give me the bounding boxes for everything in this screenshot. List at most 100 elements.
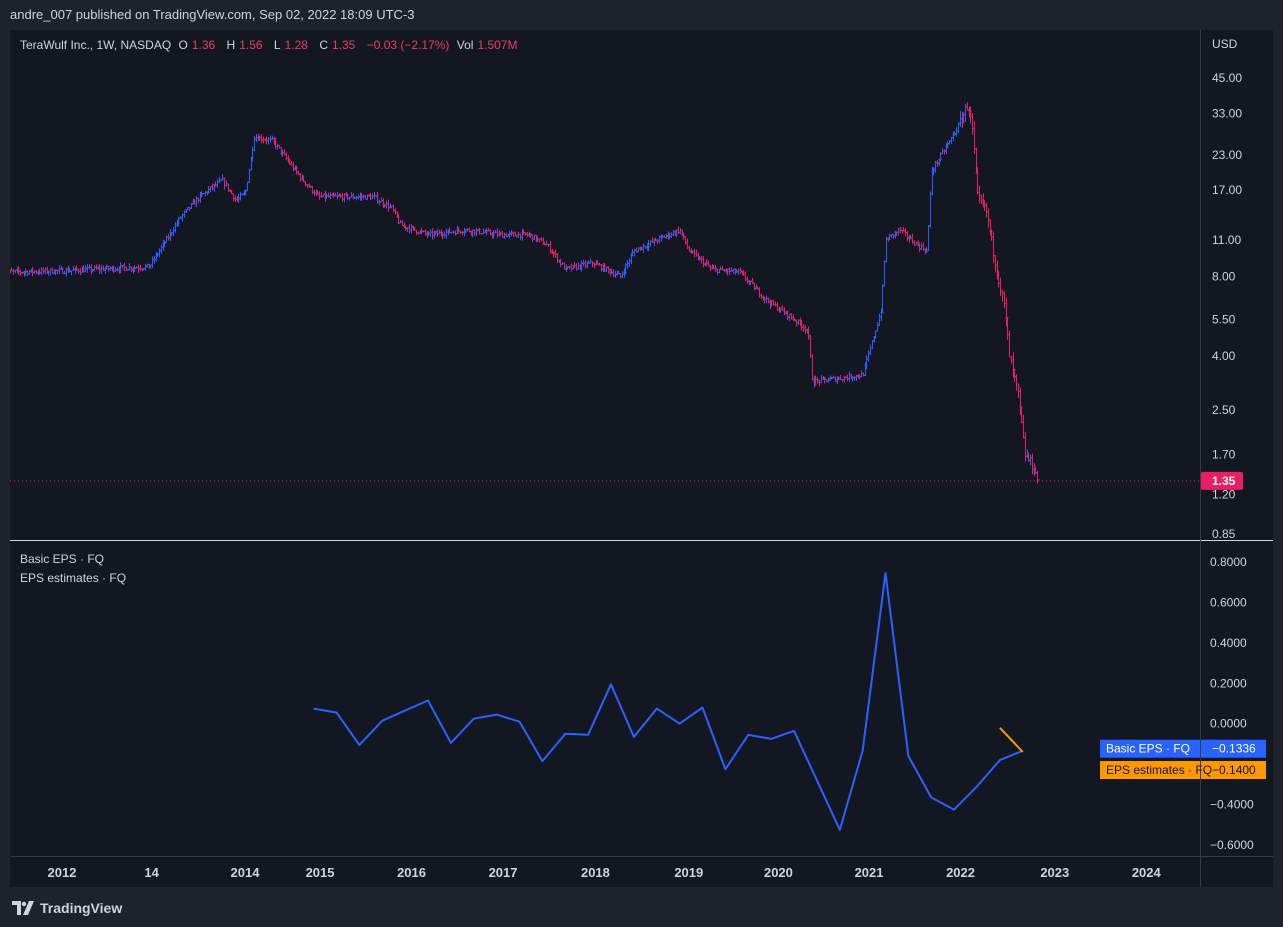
basic-eps-point[interactable] (678, 722, 682, 726)
basic-eps-point[interactable] (563, 732, 567, 736)
price-bar[interactable] (428, 229, 433, 237)
price-bar[interactable] (701, 255, 706, 268)
basic-eps-point[interactable] (312, 707, 316, 711)
price-bar[interactable] (873, 330, 878, 339)
price-bar[interactable] (222, 177, 227, 190)
basic-eps-point[interactable] (906, 754, 910, 758)
price-bar[interactable] (787, 313, 792, 322)
price-bar[interactable] (138, 264, 143, 272)
price-bar[interactable] (377, 199, 382, 206)
price-bar[interactable] (391, 204, 396, 213)
eps-estimate-point[interactable] (998, 726, 1002, 730)
basic-eps-point[interactable] (449, 741, 453, 745)
basic-eps-point[interactable] (655, 707, 659, 711)
price-bar[interactable] (546, 243, 551, 248)
price-bar[interactable] (759, 293, 764, 299)
currency-label[interactable]: USD (1212, 37, 1238, 51)
price-bar[interactable] (166, 233, 171, 241)
price-bar[interactable] (363, 194, 368, 200)
price-bar[interactable] (548, 240, 553, 254)
price-bar[interactable] (917, 243, 922, 253)
price-bar[interactable] (351, 192, 356, 200)
price-bar[interactable] (803, 324, 808, 334)
price-bar[interactable] (60, 267, 65, 274)
price-bar[interactable] (39, 266, 44, 276)
price-bar[interactable] (870, 340, 875, 350)
price-bar[interactable] (817, 379, 822, 387)
basic-eps-legend-label[interactable]: Basic EPS · FQ (20, 552, 105, 566)
price-bar[interactable] (847, 371, 852, 382)
price-bar[interactable] (884, 236, 889, 263)
eps-estimates-legend-label[interactable]: EPS estimates · FQ (20, 571, 127, 585)
price-bar[interactable] (328, 192, 333, 200)
price-bar[interactable] (69, 269, 74, 275)
price-bar[interactable] (291, 161, 296, 172)
basic-eps-point[interactable] (495, 713, 499, 717)
basic-eps-point[interactable] (380, 719, 384, 723)
price-bar[interactable] (386, 199, 391, 212)
price-bar[interactable] (500, 230, 505, 238)
price-bar[interactable] (171, 226, 176, 237)
basic-eps-line[interactable] (313, 572, 1024, 831)
price-bar[interactable] (57, 265, 62, 275)
basic-eps-badge[interactable]: Basic EPS · FQ −0.1336 (1100, 739, 1266, 758)
basic-eps-point[interactable] (792, 729, 796, 733)
price-bar[interactable] (1002, 291, 1007, 309)
basic-eps-point[interactable] (769, 737, 773, 741)
price-bar[interactable] (576, 262, 581, 270)
price-bar[interactable] (254, 133, 259, 143)
price-bar[interactable] (539, 237, 544, 242)
price-bar[interactable] (773, 301, 778, 307)
basic-eps-point[interactable] (518, 720, 522, 724)
price-bar[interactable] (310, 185, 315, 195)
price-bar[interactable] (965, 102, 970, 111)
price-bar[interactable] (284, 152, 289, 160)
price-bar[interactable] (530, 234, 535, 243)
price-pane[interactable] (10, 102, 1200, 484)
price-bar[interactable] (231, 193, 236, 202)
price-bar[interactable] (215, 178, 220, 189)
price-bar[interactable] (238, 191, 243, 201)
price-bar[interactable] (266, 137, 271, 145)
price-bar[interactable] (247, 168, 252, 184)
price-bar[interactable] (979, 194, 984, 205)
price-bar[interactable] (998, 277, 1003, 297)
price-bar[interactable] (270, 135, 275, 140)
price-bar[interactable] (354, 195, 359, 201)
price-bar[interactable] (349, 191, 354, 198)
basic-eps-point[interactable] (701, 706, 705, 710)
price-bar[interactable] (808, 334, 813, 358)
price-bar[interactable] (1030, 453, 1035, 475)
price-bar[interactable] (407, 224, 412, 234)
basic-eps-point[interactable] (586, 733, 590, 737)
price-bar[interactable] (481, 228, 486, 235)
basic-eps-point[interactable] (357, 743, 361, 747)
price-bar[interactable] (713, 264, 718, 272)
price-bar[interactable] (868, 344, 873, 356)
price-bar[interactable] (583, 260, 588, 269)
price-bar[interactable] (1000, 289, 1005, 302)
price-bar[interactable] (150, 256, 155, 269)
price-bar[interactable] (919, 242, 924, 251)
price-bar[interactable] (764, 295, 769, 304)
price-bar[interactable] (562, 262, 567, 270)
price-bar[interactable] (1035, 471, 1040, 484)
price-bar[interactable] (625, 260, 630, 269)
price-bar[interactable] (970, 112, 975, 135)
price-bar[interactable] (1007, 330, 1012, 358)
price-bar[interactable] (275, 143, 280, 150)
price-bar[interactable] (819, 374, 824, 384)
price-bar[interactable] (942, 149, 947, 155)
basic-eps-point[interactable] (952, 808, 956, 812)
price-bar[interactable] (157, 248, 162, 258)
price-bar[interactable] (664, 234, 669, 240)
price-bar[interactable] (1023, 432, 1028, 462)
price-bar[interactable] (340, 192, 345, 203)
basic-eps-point[interactable] (472, 717, 476, 721)
price-bar[interactable] (810, 354, 815, 381)
price-bar[interactable] (27, 269, 32, 275)
basic-eps-point[interactable] (998, 758, 1002, 762)
price-bar[interactable] (926, 225, 931, 252)
price-bar[interactable] (78, 268, 83, 276)
basic-eps-point[interactable] (723, 767, 727, 771)
